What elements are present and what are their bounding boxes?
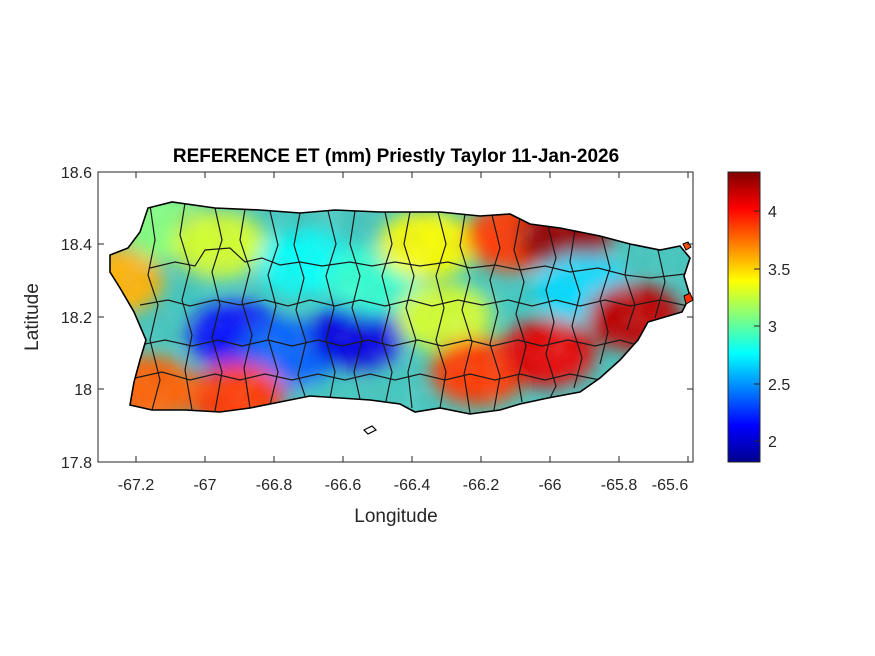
colorbar-tick-label: 3 (768, 319, 777, 336)
municipality-borders (134, 202, 689, 414)
colorbar-ticks (754, 210, 760, 442)
x-tick-label: -65.6 (652, 477, 689, 494)
x-tick-label: -67 (193, 477, 216, 494)
small-island-east (683, 292, 694, 305)
colorbar-tick-label: 2.5 (768, 377, 790, 394)
colorbar (727, 171, 761, 463)
y-tick-label: 18.4 (61, 237, 92, 254)
x-tick-label: -66 (538, 477, 561, 494)
y-tick-label: 17.8 (61, 455, 92, 472)
x-tick-label: -66.2 (463, 477, 500, 494)
x-tick-label: -66.4 (394, 477, 431, 494)
x-tick-label: -66.6 (325, 477, 362, 494)
y-tick-label: 18 (74, 382, 92, 399)
y-axis-label: Latitude (22, 283, 43, 351)
et-heatmap (110, 202, 690, 414)
colorbar-tick-label: 4 (768, 204, 777, 221)
x-tick-label: -66.8 (256, 477, 293, 494)
x-tick-label: -67.2 (118, 477, 155, 494)
x-axis-label: Longitude (354, 506, 437, 527)
chart-title: REFERENCE ET (mm) Priestly Taylor 11-Jan… (173, 146, 619, 167)
colorbar-tick-label: 3.5 (768, 262, 790, 279)
y-tick-label: 18.6 (61, 165, 92, 182)
x-axis (135, 172, 689, 462)
colorbar-tick-label: 2 (768, 434, 777, 451)
x-tick-label: -65.8 (601, 477, 638, 494)
y-tick-label: 18.2 (61, 310, 92, 327)
y-axis (98, 171, 693, 463)
small-island-caja-de-muertos (362, 425, 378, 435)
